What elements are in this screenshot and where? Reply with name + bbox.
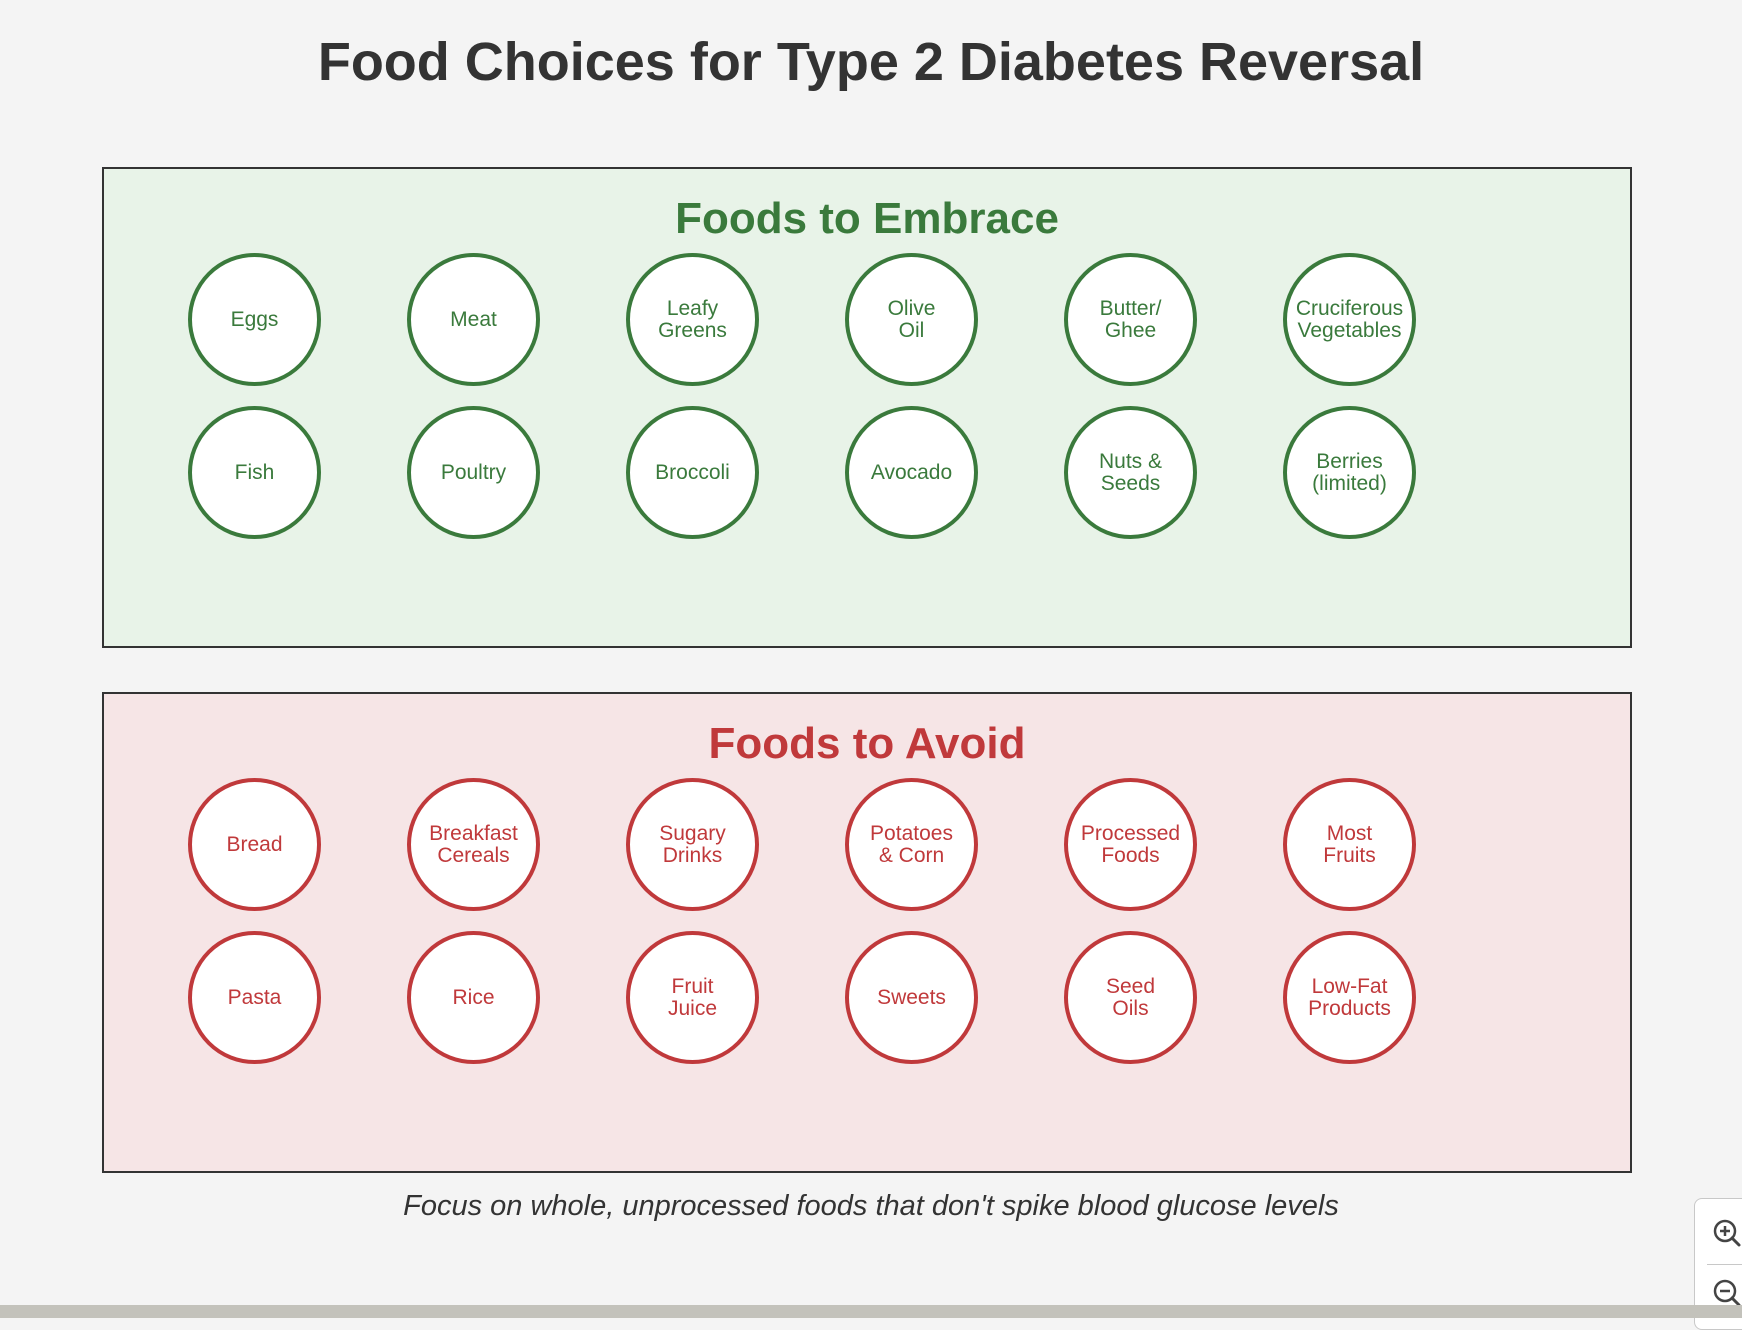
avoid-food-grid: Bread Breakfast Cereals Sugary Drinks Potat… [188,778,1416,1064]
embrace-food-label: Berries (limited) [1312,449,1387,495]
avoid-food-item: Most Fruits [1283,778,1416,911]
embrace-food-item: Cruciferous Vegetables [1283,253,1416,386]
avoid-food-item: Low-Fat Products [1283,931,1416,1064]
embrace-food-label: Butter/ Ghee [1099,296,1162,342]
avoid-food-label: Seed Oils [1105,974,1156,1020]
footer-note: Focus on whole, unprocessed foods that d… [403,1190,1339,1222]
foods-to-embrace-section: Foods to Embrace Eggs Meat Leafy Greens Oli… [102,167,1632,648]
embrace-food-label: Avocado [870,460,953,484]
avoid-food-item: Fruit Juice [626,931,759,1064]
embrace-section-title: Foods to Embrace [675,194,1059,243]
zoom-out-icon [1713,1279,1741,1307]
avoid-section-title: Foods to Avoid [708,719,1026,768]
zoom-in-button[interactable] [1695,1205,1742,1261]
embrace-food-label: Eggs [230,307,279,331]
zoom-in-icon [1713,1219,1741,1247]
avoid-food-item: Sugary Drinks [626,778,759,911]
zoom-divider [1707,1264,1742,1265]
avoid-food-label: Potatoes & Corn [870,821,953,867]
embrace-food-item: Poultry [407,406,540,539]
avoid-food-item: Potatoes & Corn [845,778,978,911]
avoid-food-label: Sugary Drinks [659,821,726,867]
foods-to-avoid-section: Foods to Avoid Bread Breakfast Cereals Sug… [102,692,1632,1173]
avoid-food-label: Bread [226,832,283,856]
avoid-food-label: Rice [452,985,495,1009]
avoid-food-item: Pasta [188,931,321,1064]
embrace-food-label: Olive Oil [887,296,936,342]
embrace-food-item: Broccoli [626,406,759,539]
avoid-food-item: Breakfast Cereals [407,778,540,911]
embrace-food-item: Butter/ Ghee [1064,253,1197,386]
embrace-food-label: Leafy Greens [658,296,727,342]
embrace-food-label: Nuts & Seeds [1098,449,1163,495]
zoom-out-button[interactable] [1695,1265,1742,1321]
embrace-food-label: Cruciferous Vegetables [1295,296,1404,342]
embrace-food-label: Meat [450,307,497,331]
embrace-food-item: Nuts & Seeds [1064,406,1197,539]
embrace-food-item: Olive Oil [845,253,978,386]
embrace-food-item: Eggs [188,253,321,386]
embrace-food-label: Broccoli [655,460,730,484]
embrace-food-item: Leafy Greens [626,253,759,386]
embrace-food-item: Meat [407,253,540,386]
avoid-food-label: Low-Fat Products [1308,974,1391,1020]
avoid-food-label: Most Fruits [1323,821,1376,867]
avoid-food-item: Seed Oils [1064,931,1197,1064]
avoid-food-item: Bread [188,778,321,911]
embrace-food-label: Poultry [440,460,507,484]
avoid-food-item: Processed Foods [1064,778,1197,911]
avoid-food-label: Breakfast Cereals [429,821,518,867]
avoid-food-item: Sweets [845,931,978,1064]
embrace-food-item: Fish [188,406,321,539]
page-title: Food Choices for Type 2 Diabetes Reversa… [317,32,1425,92]
horizontal-scrollbar[interactable] [0,1305,1742,1318]
embrace-food-item: Berries (limited) [1283,406,1416,539]
avoid-food-label: Fruit Juice [667,974,718,1020]
embrace-food-label: Fish [234,460,275,484]
embrace-food-item: Avocado [845,406,978,539]
avoid-food-label: Processed Foods [1080,821,1181,867]
avoid-food-item: Rice [407,931,540,1064]
avoid-food-label: Sweets [877,985,946,1009]
embrace-food-grid: Eggs Meat Leafy Greens Olive Oil Butter/ Ghe… [188,253,1416,539]
avoid-food-label: Pasta [227,985,282,1009]
